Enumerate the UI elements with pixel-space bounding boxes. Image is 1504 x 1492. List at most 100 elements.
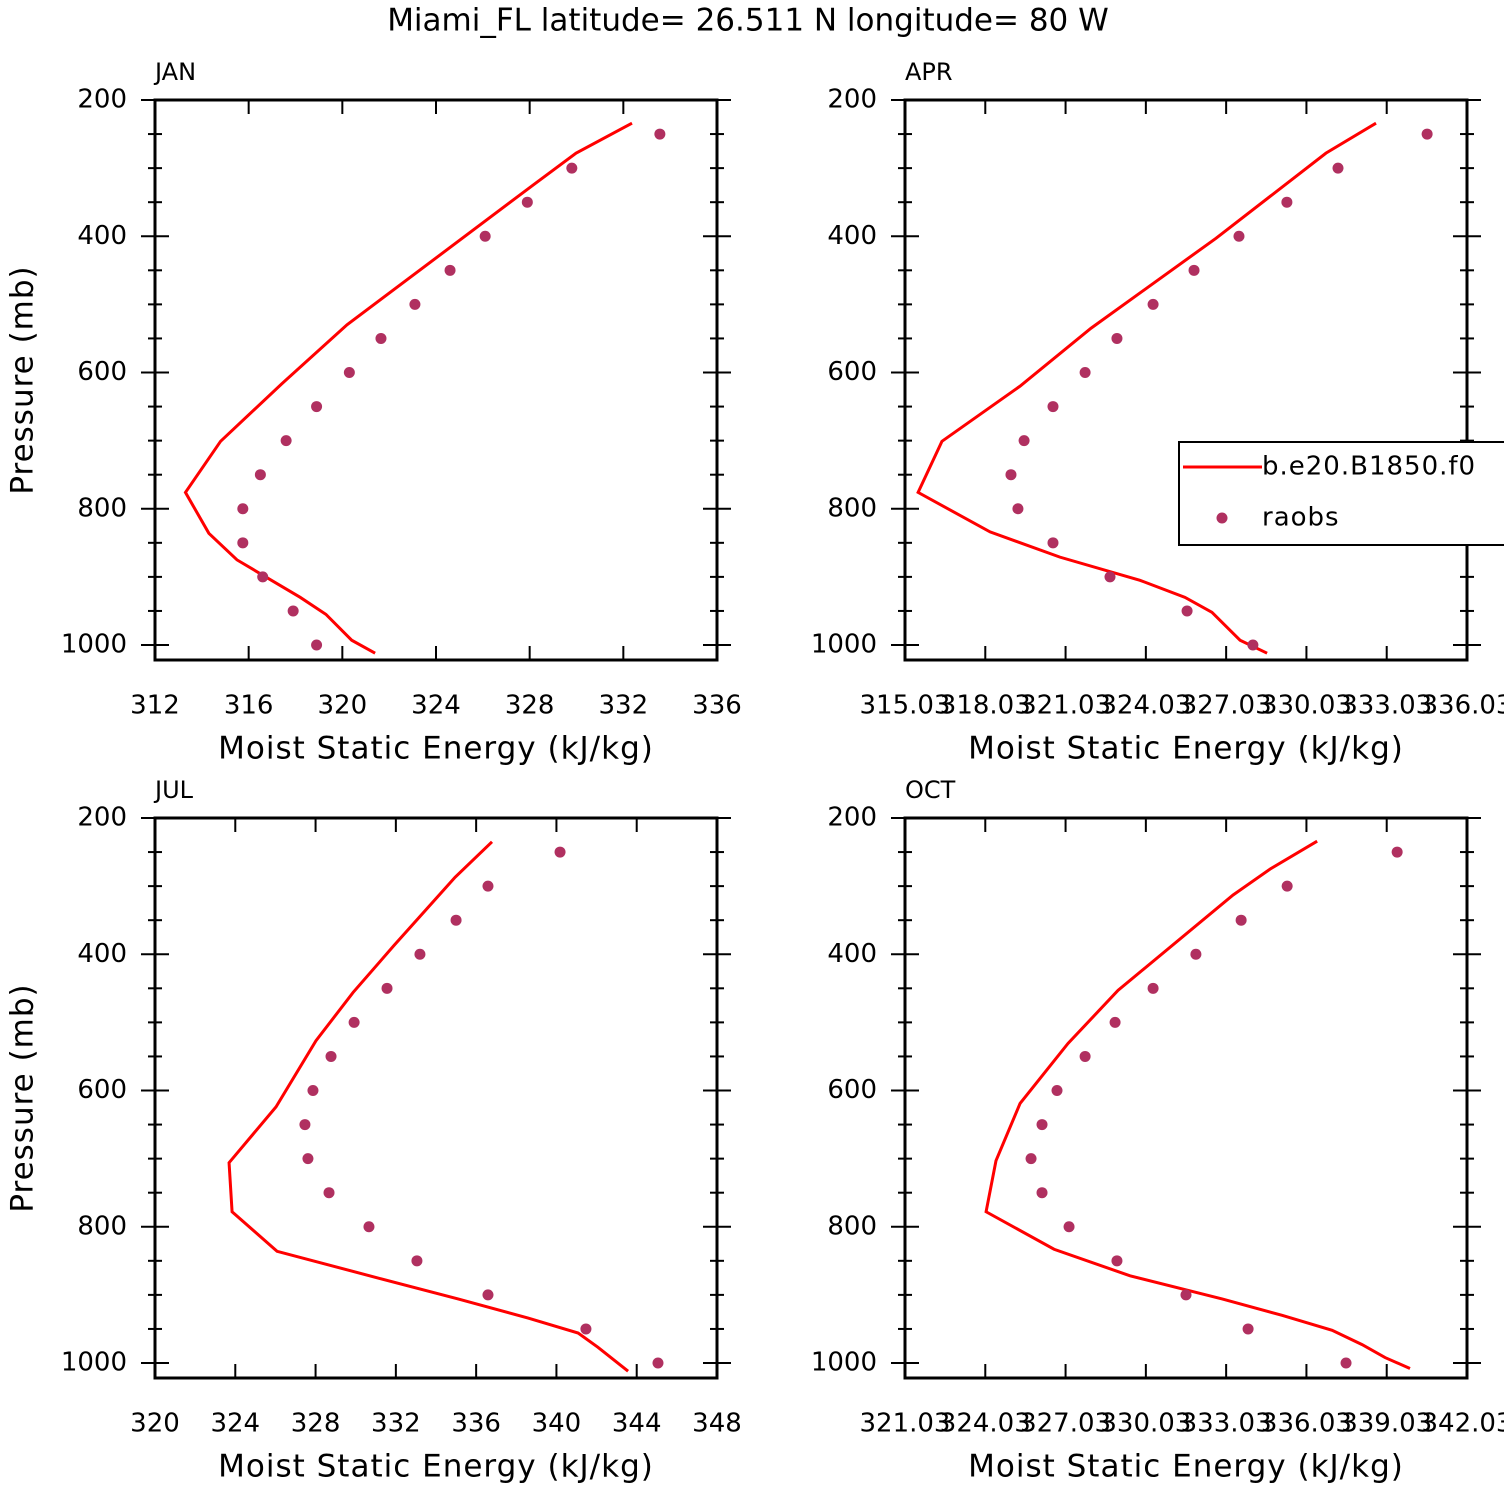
obs-point [414, 948, 426, 960]
obs-point [1188, 264, 1200, 276]
panel: JAN Moist Static Energy (kJ/kg) Pressure (… [5, 58, 742, 767]
profile-line [984, 839, 1411, 1370]
x-tick-label: 336.03 [1261, 1409, 1352, 1439]
panel-title: JUL [153, 776, 194, 804]
obs-point [280, 435, 292, 447]
y-tick-label: 600 [827, 357, 877, 387]
y-tick-label: 800 [77, 1211, 127, 1241]
obs-point [1235, 914, 1247, 926]
panel: JUL Moist Static Energy (kJ/kg) Pressure (… [5, 776, 742, 1485]
obs-point [381, 982, 393, 994]
obs-point [325, 1050, 337, 1062]
legend-marker [1216, 512, 1228, 524]
panel: APR Moist Static Energy (kJ/kg) 315.03318.… [811, 58, 1504, 767]
y-tick-label: 1000 [811, 1348, 877, 1378]
y-tick-label: 1000 [811, 630, 877, 660]
legend-label: raobs [1262, 503, 1340, 533]
plot-frame [903, 816, 1469, 1380]
obs-point [1036, 1119, 1048, 1131]
obs-point [237, 503, 249, 515]
obs-point [257, 571, 269, 583]
x-tick-label: 320 [318, 691, 368, 721]
obs-point [1079, 367, 1091, 379]
x-tick-label: 336 [451, 1409, 501, 1439]
obs-point [521, 196, 533, 208]
x-tick-label: 348 [692, 1409, 742, 1439]
x-tick-label: 327.03 [1181, 691, 1272, 721]
x-tick-label: 324 [210, 1409, 260, 1439]
x-tick-label: 324 [411, 691, 461, 721]
profile-line [916, 121, 1377, 655]
y-tick-label: 200 [827, 85, 877, 115]
obs-point [444, 264, 456, 276]
y-tick-label: 200 [77, 803, 127, 833]
obs-point [479, 230, 491, 242]
obs-point [409, 298, 421, 310]
x-tick-label: 328 [291, 1409, 341, 1439]
obs-point [363, 1221, 375, 1233]
x-tick-label: 336 [692, 691, 742, 721]
obs-point [1242, 1323, 1254, 1335]
obs-point [237, 537, 249, 549]
profile-line [183, 121, 633, 655]
x-tick-label: 320 [130, 1409, 180, 1439]
x-axis-label: Moist Static Energy (kJ/kg) [218, 731, 654, 767]
y-axis-label: Pressure (mb) [5, 265, 41, 494]
obs-point [311, 401, 323, 413]
obs-point [580, 1323, 592, 1335]
obs-point [554, 846, 566, 858]
x-tick-label: 344 [612, 1409, 662, 1439]
obs-point [1025, 1153, 1037, 1165]
obs-point [1180, 1289, 1192, 1301]
obs-point [1421, 128, 1433, 140]
panel: OCT Moist Static Energy (kJ/kg) 321.03324.… [811, 776, 1504, 1485]
x-axis-label: Moist Static Energy (kJ/kg) [218, 1449, 654, 1485]
x-tick-label: 324.03 [940, 1409, 1031, 1439]
x-tick-label: 333.03 [1341, 691, 1432, 721]
x-tick-label: 330.03 [1100, 1409, 1191, 1439]
y-tick-label: 600 [77, 1075, 127, 1105]
x-tick-label: 321.03 [1020, 691, 1111, 721]
y-tick-label: 200 [827, 803, 877, 833]
obs-point [1181, 605, 1193, 617]
obs-point [654, 128, 666, 140]
y-tick-label: 800 [827, 1211, 877, 1241]
obs-point [254, 469, 266, 481]
y-tick-label: 400 [77, 939, 127, 969]
obs-point [343, 367, 355, 379]
obs-point [1340, 1357, 1352, 1369]
x-tick-label: 336.03 [1422, 691, 1504, 721]
obs-point [299, 1119, 311, 1131]
obs-point [1005, 469, 1017, 481]
obs-point [1147, 298, 1159, 310]
obs-point [482, 1289, 494, 1301]
y-tick-label: 1000 [61, 630, 127, 660]
obs-point [307, 1085, 319, 1097]
x-tick-label: 324.03 [1100, 691, 1191, 721]
obs-point [1111, 1255, 1123, 1267]
obs-point [1104, 571, 1116, 583]
x-tick-label: 330.03 [1261, 691, 1352, 721]
y-tick-label: 800 [77, 493, 127, 523]
panel-title: APR [905, 58, 953, 86]
obs-point [1047, 401, 1059, 413]
x-tick-label: 333.03 [1181, 1409, 1272, 1439]
obs-point [1190, 948, 1202, 960]
plot-frame [903, 98, 1469, 662]
x-tick-label: 316 [224, 691, 274, 721]
obs-point [1391, 846, 1403, 858]
figure-title: Miami_FL latitude= 26.511 N longitude= 8… [387, 3, 1109, 39]
x-tick-label: 332 [371, 1409, 421, 1439]
x-tick-label: 321.03 [860, 1409, 951, 1439]
obs-point [1247, 639, 1259, 651]
obs-point [1018, 435, 1030, 447]
obs-point [1332, 162, 1344, 174]
obs-point [1036, 1187, 1048, 1199]
panel-title: OCT [905, 776, 956, 804]
obs-point [1109, 1016, 1121, 1028]
obs-point [1051, 1085, 1063, 1097]
obs-point [302, 1153, 314, 1165]
y-tick-label: 800 [827, 493, 877, 523]
obs-point [1281, 196, 1293, 208]
